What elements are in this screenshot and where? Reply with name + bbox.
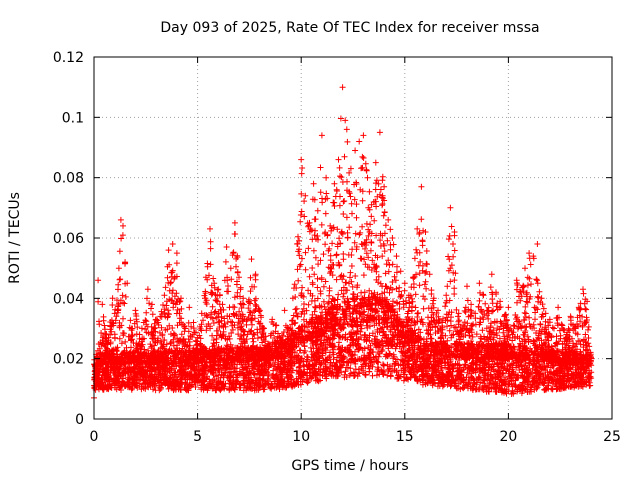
chart-title: Day 093 of 2025, Rate Of TEC Index for r… (160, 20, 539, 36)
x-tick-label: 25 (603, 429, 621, 445)
x-tick-label: 15 (396, 429, 414, 445)
axis-ticks: 0 5 10 15 20 25 0 0.02 0.04 0.06 0.08 0.1 0.12 (53, 50, 621, 445)
data-points (91, 84, 595, 401)
x-tick-label: 20 (499, 429, 517, 445)
y-tick-label: 0.1 (62, 110, 84, 126)
y-tick-label: 0.02 (53, 352, 84, 368)
roti-markers (91, 84, 595, 401)
x-tick-label: 5 (193, 429, 202, 445)
y-tick-label: 0.12 (53, 50, 84, 66)
x-tick-label: 0 (90, 429, 99, 445)
x-tick-label: 10 (292, 429, 310, 445)
x-axis-label: GPS time / hours (291, 458, 408, 474)
y-tick-label: 0.06 (53, 231, 84, 247)
y-axis-label: ROTI / TECUs (7, 192, 23, 284)
y-tick-label: 0.08 (53, 171, 84, 187)
y-tick-label: 0.04 (53, 291, 84, 307)
y-tick-label: 0 (75, 412, 84, 428)
grid (94, 57, 612, 419)
